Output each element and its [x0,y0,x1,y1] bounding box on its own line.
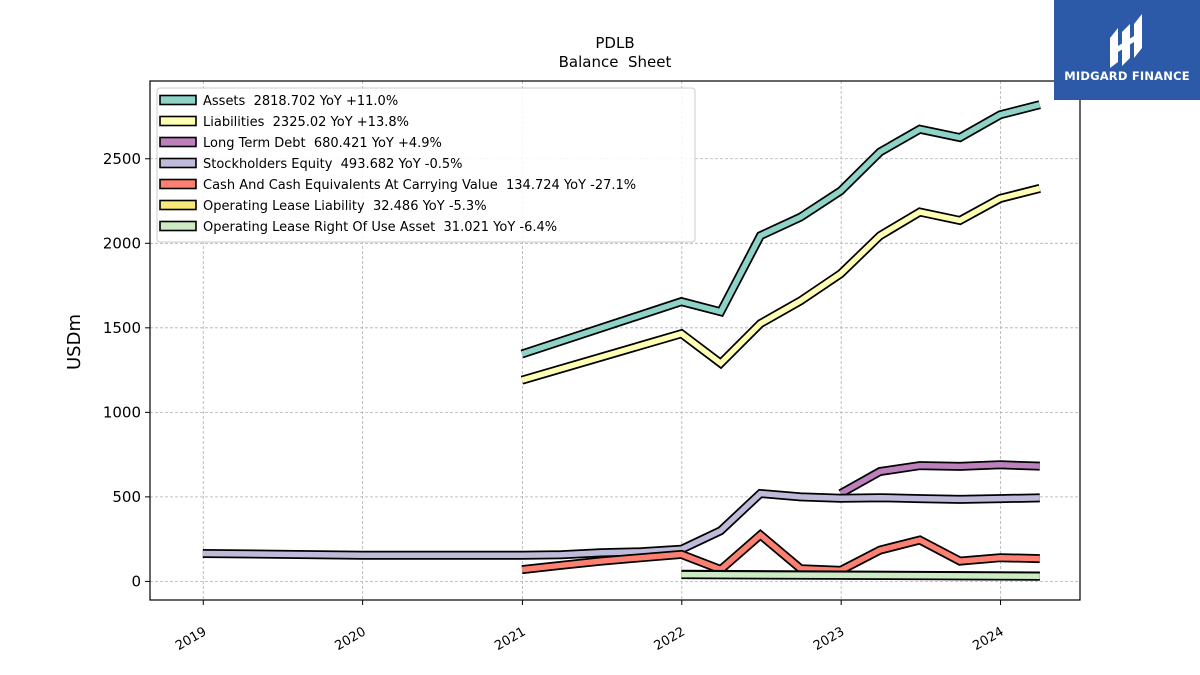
y-tick-label: 1000 [103,403,141,421]
legend-label: Long Term Debt 680.421 YoY +4.9% [203,136,442,151]
series-line-2 [839,462,1040,496]
x-tick-label: 2022 [652,624,688,654]
x-tick-label: 2023 [811,624,847,654]
y-tick-label: 2000 [103,234,141,252]
y-tick-label: 0 [131,572,141,590]
plot-frame [149,80,1081,601]
legend-label: Cash And Cash Equivalents At Carrying Va… [203,178,636,193]
series-line-1 [521,185,1041,383]
series-line-6 [681,571,1040,579]
legend-label: Operating Lease Liability 32.486 YoY -5.… [203,199,487,214]
y-tick-label: 2500 [103,150,141,168]
series-lines [202,100,1041,581]
series-line-4 [521,531,1040,574]
x-tick-label: 2020 [332,624,368,654]
y-tick-label: 500 [112,488,141,506]
series-line-0 [521,102,1041,357]
x-tick-label: 2024 [970,624,1006,654]
legend-swatch [159,178,197,190]
legend-swatch [159,220,197,232]
series-line-3 [202,490,1040,558]
legend-label: Assets 2818.702 YoY +11.0% [203,94,398,109]
legend-swatch [159,115,197,127]
legend-label: Operating Lease Right Of Use Asset 31.02… [203,220,557,235]
legend-label: Liabilities 2325.02 YoY +13.8% [203,115,409,130]
brand-logo: MIDGARD FINANCE [1054,0,1200,100]
x-tick-label: 2021 [492,624,528,654]
chart-title: PDLB [595,34,634,52]
legend-swatch [159,94,197,106]
chart-subtitle: Balance Sheet [559,53,672,71]
y-axis-label: USDm [64,314,85,370]
legend-swatch [159,157,197,169]
legend-label: Stockholders Equity 493.682 YoY -0.5% [203,157,463,172]
y-tick-label: 1500 [103,319,141,337]
legend-box [156,87,696,243]
x-tick-label: 2019 [173,624,209,654]
midgard-logo-icon [1110,14,1142,68]
brand-name: MIDGARD FINANCE [1064,69,1190,83]
legend-swatch [159,136,197,148]
legend-swatch [159,199,197,211]
legend: Assets 2818.702 YoY +11.0% Liabilities 23… [156,87,696,243]
